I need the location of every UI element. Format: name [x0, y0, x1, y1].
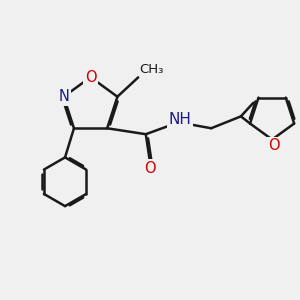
Text: O: O [268, 138, 279, 153]
Text: N: N [58, 89, 69, 104]
Text: O: O [144, 161, 156, 176]
Text: O: O [85, 70, 96, 85]
Text: NH: NH [169, 112, 191, 127]
Text: CH₃: CH₃ [140, 63, 164, 76]
